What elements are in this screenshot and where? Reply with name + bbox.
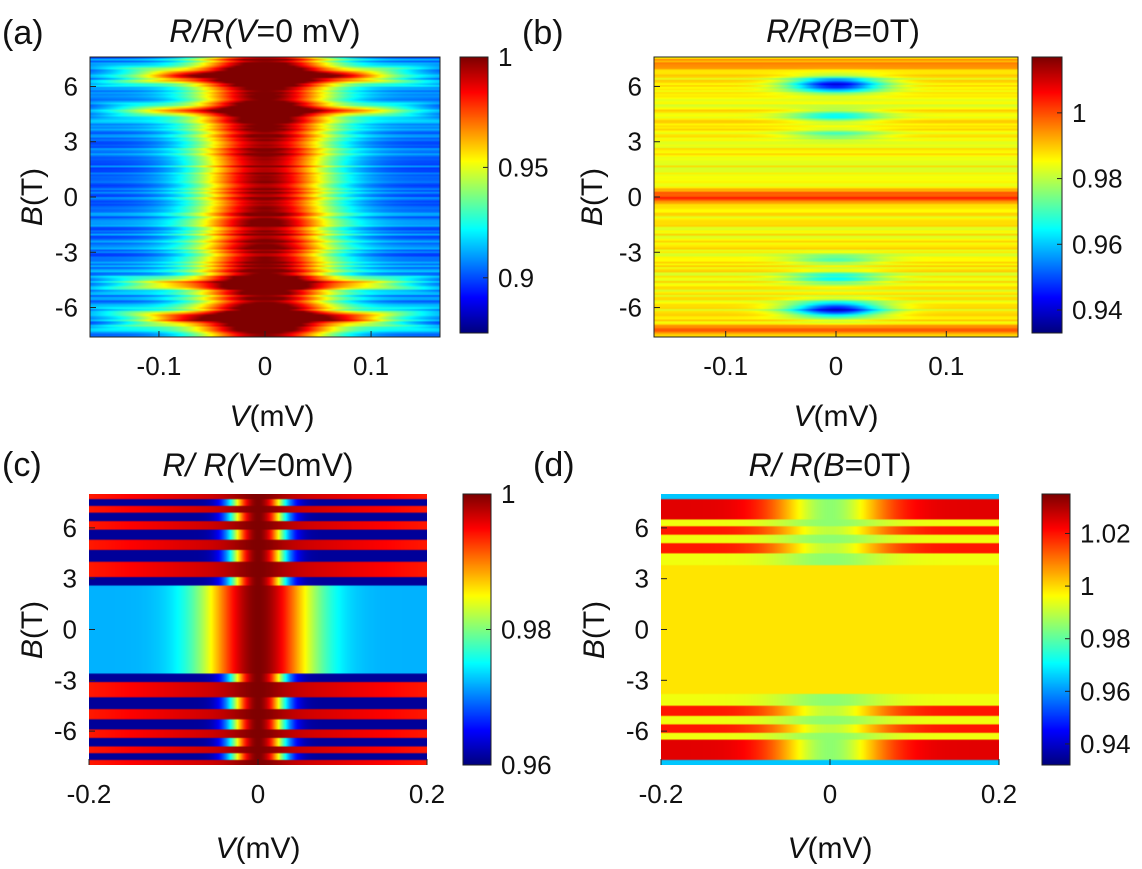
y-tick-label-a: 6 — [64, 71, 78, 101]
colorbar-tick-label-d: 1.02 — [1080, 518, 1131, 548]
y-tick-label-c: 0 — [63, 615, 77, 645]
colorbar-frame-b — [1031, 56, 1063, 334]
x-tick-label-d: 0.2 — [981, 779, 1017, 809]
y-tick-label-a: -3 — [55, 237, 78, 267]
y-tick-label-b: -3 — [619, 237, 642, 267]
panel-title-c: R/ R(V=0mV) — [162, 447, 353, 483]
axes-b: -0.1 0 0.1 6 3 0 -3 -6 — [619, 71, 965, 381]
panel-d: (d) R/ R(B=0T) -0.2 0 0.2 6 3 0 -3 -6 1.02 1 0.98… — [533, 446, 1131, 865]
colorbar-frame-d — [1041, 493, 1071, 766]
panel-label-c: (c) — [2, 446, 42, 484]
colorbar-axis-b: 1 0.98 0.96 0.94 — [1057, 98, 1123, 325]
panel-a: (a) R/R(V=0 mV) -0.1 0 0.1 6 3 0 -3 -6 1 0.95 0.9… — [2, 13, 549, 433]
axes-a: -0.1 0 0.1 6 3 0 -3 -6 — [55, 71, 389, 381]
x-tick-label-c: 0 — [251, 779, 265, 809]
y-tick-label-b: -6 — [619, 293, 642, 323]
x-tick-label-a: 0.1 — [353, 351, 389, 381]
y-tick-label-d: -6 — [626, 716, 649, 746]
x-tick-label-c: -0.2 — [67, 779, 112, 809]
y-axis-label-b: B(T) — [576, 168, 609, 226]
y-tick-label-b: 3 — [628, 127, 642, 157]
x-tick-label-a: 0 — [258, 351, 272, 381]
x-tick-label-b: 0.1 — [928, 351, 964, 381]
axes-d: -0.2 0 0.2 6 3 0 -3 -6 — [626, 513, 1017, 809]
colorbar-tick-label-b: 0.94 — [1072, 295, 1123, 325]
y-axis-label-d: B(T) — [578, 601, 611, 659]
panel-title-a: R/R(V=0 mV) — [169, 13, 360, 49]
axes-c: -0.2 0 0.2 6 3 0 -3 -6 — [54, 513, 445, 809]
x-axis-label-c: V(mV) — [216, 832, 301, 865]
colorbar-tick-label-c: 1 — [501, 479, 515, 509]
y-tick-label-b: 0 — [628, 182, 642, 212]
x-tick-label-c: 0.2 — [409, 779, 445, 809]
x-axis-label-b: V(mV) — [794, 400, 879, 433]
y-tick-label-d: -3 — [626, 665, 649, 695]
colorbar-image-d — [1042, 494, 1070, 765]
colorbar-tick-label-a: 1 — [498, 42, 512, 72]
y-tick-label-d: 3 — [635, 564, 649, 594]
colorbar-tick-label-d: 0.94 — [1080, 729, 1131, 759]
colorbar-axis-d: 1.02 1 0.98 0.96 0.94 — [1065, 518, 1131, 759]
panel-c: (c) R/ R(V=0mV) -0.2 0 0.2 6 3 0 -3 -6 1 0.98 0.9… — [2, 446, 552, 865]
heatmap-image-a — [90, 57, 440, 337]
y-tick-label-a: 0 — [64, 182, 78, 212]
panel-label-b: (b) — [522, 14, 564, 52]
heatmap-image-d — [661, 494, 999, 765]
heatmap-image-b — [654, 57, 1018, 337]
colorbar-frame-a — [459, 56, 489, 334]
heatmap-image-c — [89, 494, 427, 765]
y-axis-label-c: B(T) — [16, 601, 49, 659]
y-tick-label-c: 6 — [63, 513, 77, 543]
colorbar-tick-label-b: 1 — [1072, 98, 1086, 128]
colorbar-tick-label-a: 0.95 — [498, 152, 549, 182]
x-tick-label-b: 0 — [829, 351, 843, 381]
colorbar-tick-label-d: 0.98 — [1080, 624, 1131, 654]
colorbar-tick-label-d: 0.96 — [1080, 676, 1131, 706]
y-tick-label-a: 3 — [64, 127, 78, 157]
colorbar-tick-label-b: 0.96 — [1072, 229, 1123, 259]
panel-label-d: (d) — [533, 446, 575, 484]
x-tick-label-a: -0.1 — [137, 351, 182, 381]
panel-label-a: (a) — [2, 14, 44, 52]
y-tick-label-a: -6 — [55, 293, 78, 323]
colorbar-tick-label-c: 0.96 — [501, 750, 552, 780]
y-tick-label-c: -3 — [54, 665, 77, 695]
y-axis-label-a: B(T) — [16, 168, 49, 226]
colorbar-tick-label-c: 0.98 — [501, 615, 552, 645]
colorbar-axis-a: 1 0.95 0.9 — [483, 42, 549, 293]
colorbar-image-a — [460, 57, 488, 333]
colorbar-image-b — [1032, 57, 1062, 333]
panel-title-b: R/R(B=0T) — [766, 13, 920, 49]
y-tick-label-b: 6 — [628, 71, 642, 101]
x-axis-label-a: V(mV) — [230, 400, 315, 433]
panel-title-d: R/ R(B=0T) — [749, 447, 912, 483]
panel-b: (b) R/R(B=0T) -0.1 0 0.1 6 3 0 -3 -6 1 0.98 0.96 0… — [522, 13, 1123, 433]
y-tick-label-d: 6 — [635, 513, 649, 543]
colorbar-tick-label-b: 0.98 — [1072, 164, 1123, 194]
x-tick-label-d: 0 — [823, 779, 837, 809]
x-axis-label-d: V(mV) — [788, 832, 873, 865]
y-tick-label-d: 0 — [635, 615, 649, 645]
x-tick-label-d: -0.2 — [639, 779, 684, 809]
colorbar-tick-label-a: 0.9 — [498, 263, 534, 293]
y-tick-label-c: 3 — [63, 564, 77, 594]
x-tick-label-b: -0.1 — [703, 351, 748, 381]
y-tick-label-c: -6 — [54, 716, 77, 746]
colorbar-tick-label-d: 1 — [1080, 571, 1094, 601]
colorbar-axis-c: 1 0.98 0.96 — [486, 479, 552, 780]
